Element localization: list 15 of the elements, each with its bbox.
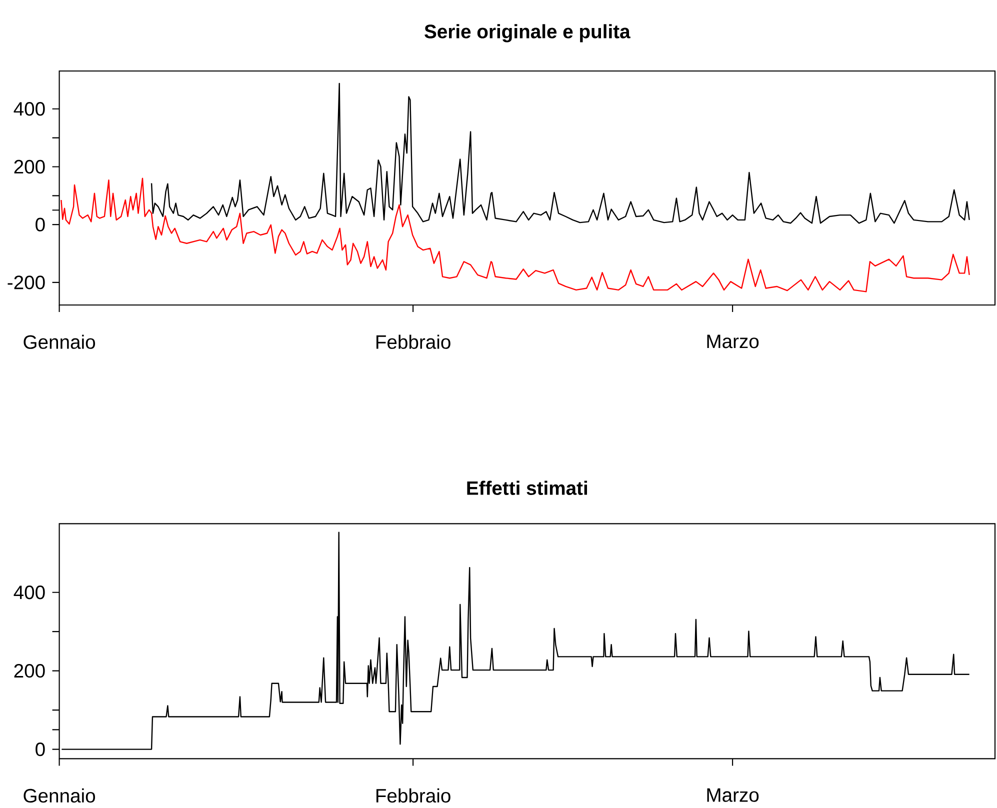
chart-title: Serie originale e pulita [424, 24, 630, 42]
y-tick-label: -200 [8, 276, 45, 290]
x-tick-label: Marzo [707, 788, 759, 802]
x-tick-label: Febbraio [376, 334, 450, 349]
y-tick-label: 200 [14, 664, 45, 678]
y-tick-label: 200 [14, 160, 45, 174]
y-tick-label: 0 [36, 218, 45, 232]
y-tick-label: 0 [36, 742, 45, 756]
y-tick-label: 400 [14, 586, 45, 600]
x-tick-label: Marzo [707, 334, 759, 348]
chart-title: Effetti stimati [467, 480, 587, 495]
x-tick-label: Febbraio [376, 788, 450, 803]
y-tick-label: 400 [14, 102, 45, 116]
x-tick-label: Gennaio [24, 788, 96, 803]
x-tick-label: Gennaio [24, 334, 96, 349]
